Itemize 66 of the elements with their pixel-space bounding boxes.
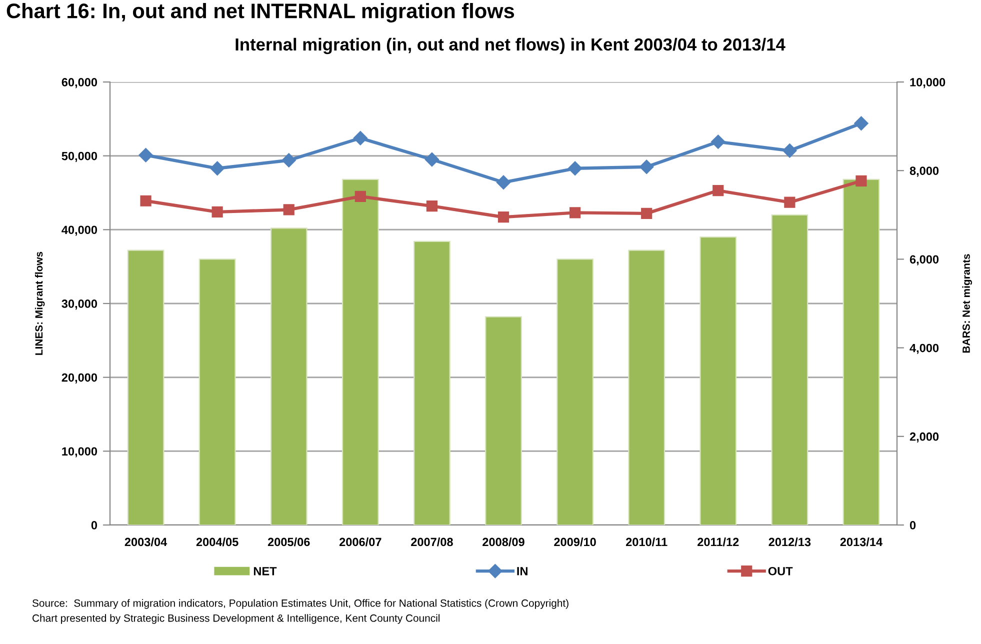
bar — [842, 178, 880, 525]
point — [282, 153, 296, 168]
legend-label: OUT — [768, 566, 793, 576]
x-tick-label: 2008/09 — [482, 538, 524, 546]
point — [140, 195, 152, 206]
y2-tick-label: 10,000 — [910, 78, 946, 88]
y2-tick-label: 2,000 — [910, 432, 939, 443]
y-tick-label: 50,000 — [62, 152, 98, 162]
point — [424, 152, 440, 167]
bar — [700, 236, 737, 525]
point — [854, 116, 868, 130]
x-tick-label: 2012/13 — [768, 538, 811, 546]
bar — [198, 258, 236, 525]
x-tick-label: 2003/04 — [124, 538, 168, 546]
x-tick-label: 2004/05 — [196, 538, 238, 546]
chart-subtitle: Internal migration (in, out and net flows) in Kent 2003/04 to 2013/14 — [236, 38, 786, 54]
chart-title: Chart 16: In, out and net INTERNAL migration flows — [6, 3, 514, 23]
x-tick-label: 2006/07 — [339, 538, 382, 546]
point — [641, 208, 652, 219]
point — [212, 206, 223, 218]
y-tick-label: 60,000 — [62, 78, 98, 88]
x-tick-label: 2009/10 — [554, 538, 596, 546]
point — [569, 207, 581, 218]
point — [712, 184, 724, 196]
bar — [485, 316, 522, 525]
y2-axis-title: BARS: Net migrants — [962, 254, 972, 353]
legend-label: IN — [517, 567, 528, 576]
bar — [270, 228, 308, 525]
point — [856, 175, 867, 186]
bar — [414, 240, 450, 525]
bar — [556, 258, 594, 525]
point — [784, 196, 796, 208]
point — [711, 134, 726, 149]
x-tick-label: 2007/08 — [411, 538, 453, 546]
point — [353, 131, 368, 146]
y-tick-label: 40,000 — [62, 226, 98, 236]
point — [782, 144, 797, 158]
y-tick-label: 0 — [91, 521, 98, 530]
y-tick-label: 10,000 — [62, 447, 98, 458]
point — [496, 175, 511, 190]
y2-tick-label: 6,000 — [910, 255, 939, 266]
point — [426, 200, 438, 212]
y-tick-label: 30,000 — [62, 300, 98, 310]
y2-tick-label: 4,000 — [910, 344, 939, 354]
text: Chart presented by Strategic Business Development & Intelligence, Kent County Council — [32, 614, 440, 624]
x-tick-label: 2010/11 — [626, 538, 668, 546]
source-note: Source: Summary of migration indicators, Population Estimates Unit, Office for National Statistics (Crown Copyright) — [32, 599, 568, 609]
y-axis-title: LINES: Migrant flows — [34, 252, 45, 355]
legend-label: NET — [254, 567, 277, 576]
point — [283, 204, 294, 216]
bar — [628, 250, 666, 525]
x-tick-label: 2013/14 — [840, 538, 883, 546]
bar — [342, 178, 379, 525]
point — [498, 212, 510, 223]
y2-tick-label: 8,000 — [910, 166, 939, 177]
bar — [771, 214, 808, 525]
x-tick-label: 2005/06 — [268, 538, 310, 546]
point — [210, 161, 224, 176]
point — [138, 148, 153, 162]
point — [568, 161, 582, 176]
point — [354, 190, 366, 202]
y2-tick-label: 0 — [910, 521, 916, 530]
x-tick-label: 2011/12 — [698, 538, 739, 546]
point — [640, 160, 654, 174]
y-tick-label: 20,000 — [62, 373, 98, 384]
bar — [127, 250, 164, 525]
